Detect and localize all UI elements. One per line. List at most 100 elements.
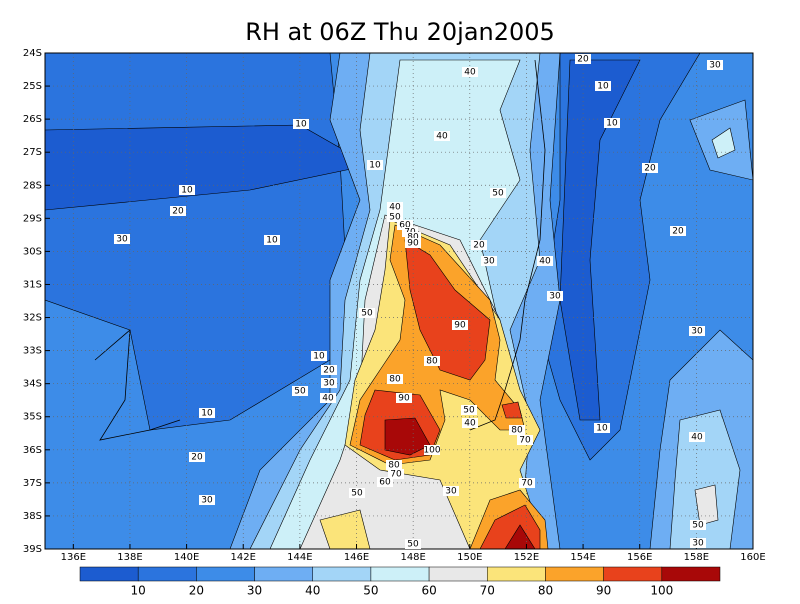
contour-label: 30 — [692, 539, 704, 549]
contour-label: 30 — [323, 379, 335, 389]
contour-label: 60 — [399, 221, 411, 231]
contour-label: 50 — [294, 387, 306, 397]
contour-label: 10 — [181, 186, 193, 196]
contour-label: 40 — [464, 419, 476, 429]
contour-label: 30 — [445, 487, 457, 497]
contour-label: 20 — [323, 366, 335, 376]
x-tick-label: 146E — [344, 552, 369, 563]
contour-label-bg — [387, 212, 403, 222]
contour-label-bg — [509, 425, 525, 435]
contour-label: 40 — [539, 257, 551, 267]
contour-label: 10 — [313, 352, 325, 362]
contour-label-bg — [293, 119, 309, 129]
contour-label: 90 — [398, 394, 410, 404]
contour-label-bg — [490, 188, 506, 198]
colorbar-label: 80 — [538, 584, 553, 598]
y-tick-label: 33S — [23, 346, 42, 357]
contour-label: 30 — [691, 327, 703, 337]
y-tick-label: 27S — [23, 147, 42, 158]
contour-label-bg — [670, 226, 686, 236]
contour-label-bg — [690, 538, 706, 548]
contour-label-bg — [461, 405, 477, 415]
colorbar-box — [661, 566, 721, 582]
contour-label: 40 — [436, 132, 448, 142]
contour-label: 50 — [492, 189, 504, 199]
colorbar-box — [254, 566, 313, 582]
x-tick-label: 160E — [740, 552, 765, 563]
contour-label-bg — [462, 418, 478, 428]
colorbar-box — [370, 566, 430, 582]
contour-label-bg — [689, 432, 705, 442]
y-tick-label: 39S — [23, 544, 42, 555]
contour-label-bg — [311, 351, 327, 361]
contour-label: 80 — [407, 233, 419, 243]
y-tick-label: 30S — [23, 246, 42, 257]
contour-label: 50 — [407, 540, 419, 550]
y-tick-label: 37S — [23, 478, 42, 489]
contour-label-bg — [321, 378, 337, 388]
contour-label: 10 — [596, 424, 608, 434]
contour-label: 20 — [577, 55, 589, 65]
y-tick-label: 36S — [23, 445, 42, 456]
contour-label-bg — [387, 374, 403, 384]
y-tick-label: 35S — [23, 412, 42, 423]
contour-label-bg — [405, 232, 421, 242]
contour-label: 30 — [549, 292, 561, 302]
colorbar-label: 60 — [421, 584, 436, 598]
contour-label: 30 — [483, 257, 495, 267]
contour-label: 20 — [191, 453, 203, 463]
contour-label: 70 — [519, 436, 531, 446]
x-tick-label: 156E — [627, 552, 652, 563]
x-tick-label: 154E — [570, 552, 595, 563]
contour-label-bg — [292, 386, 308, 396]
contour-label: 90 — [407, 239, 419, 249]
contour-label: 70 — [521, 479, 533, 489]
contour-label-bg — [405, 238, 421, 248]
contour-label-bg — [424, 356, 440, 366]
colorbar-box — [487, 566, 546, 582]
contour-fill — [559, 59, 641, 421]
x-tick-label: 158E — [684, 552, 709, 563]
contour-label-bg — [443, 486, 459, 496]
colorbar-label: 50 — [363, 584, 378, 598]
contour-label-bg — [642, 163, 658, 173]
colorbar-label: 40 — [305, 584, 320, 598]
y-tick-label: 38S — [23, 511, 42, 522]
x-tick-label: 140E — [174, 552, 199, 563]
contour-label-bg — [471, 240, 487, 250]
title: RH at 06Z Thu 20jan2005 — [245, 18, 555, 46]
contour-label: 50 — [463, 406, 475, 416]
y-tick-label: 29S — [23, 213, 42, 224]
contour-label: 50 — [361, 309, 373, 319]
contour-label-bg — [604, 118, 620, 128]
contour-label: 80 — [511, 426, 523, 436]
contour-label: 20 — [644, 164, 656, 174]
contour-label-bg — [424, 445, 440, 455]
colorbar-label: 30 — [247, 584, 262, 598]
contour-label: 80 — [426, 357, 438, 367]
x-tick-label: 142E — [231, 552, 256, 563]
contour-label: 40 — [389, 203, 401, 213]
y-tick-label: 24S — [23, 48, 42, 59]
contour-label: 50 — [389, 213, 401, 223]
colorbar-label: 70 — [480, 584, 495, 598]
colorbar-box — [603, 566, 663, 582]
contour-label: 10 — [597, 82, 609, 92]
x-tick-label: 148E — [400, 552, 425, 563]
contour-label: 40 — [464, 68, 476, 78]
x-tick-label: 152E — [514, 552, 539, 563]
contour-label-bg — [387, 202, 403, 212]
contour-label-bg — [452, 320, 468, 330]
contour-fill — [319, 509, 371, 549]
contour-label-bg — [595, 81, 611, 91]
contour-label: 10 — [606, 119, 618, 129]
contour-label-bg — [517, 435, 533, 445]
contour-label-bg — [359, 308, 375, 318]
contour-label: 10 — [201, 409, 213, 419]
colorbar-box — [545, 566, 604, 582]
coastline — [94, 59, 546, 441]
x-tick-label: 136E — [61, 552, 86, 563]
contour-label: 80 — [389, 375, 401, 385]
contour-label-bg — [320, 393, 336, 403]
